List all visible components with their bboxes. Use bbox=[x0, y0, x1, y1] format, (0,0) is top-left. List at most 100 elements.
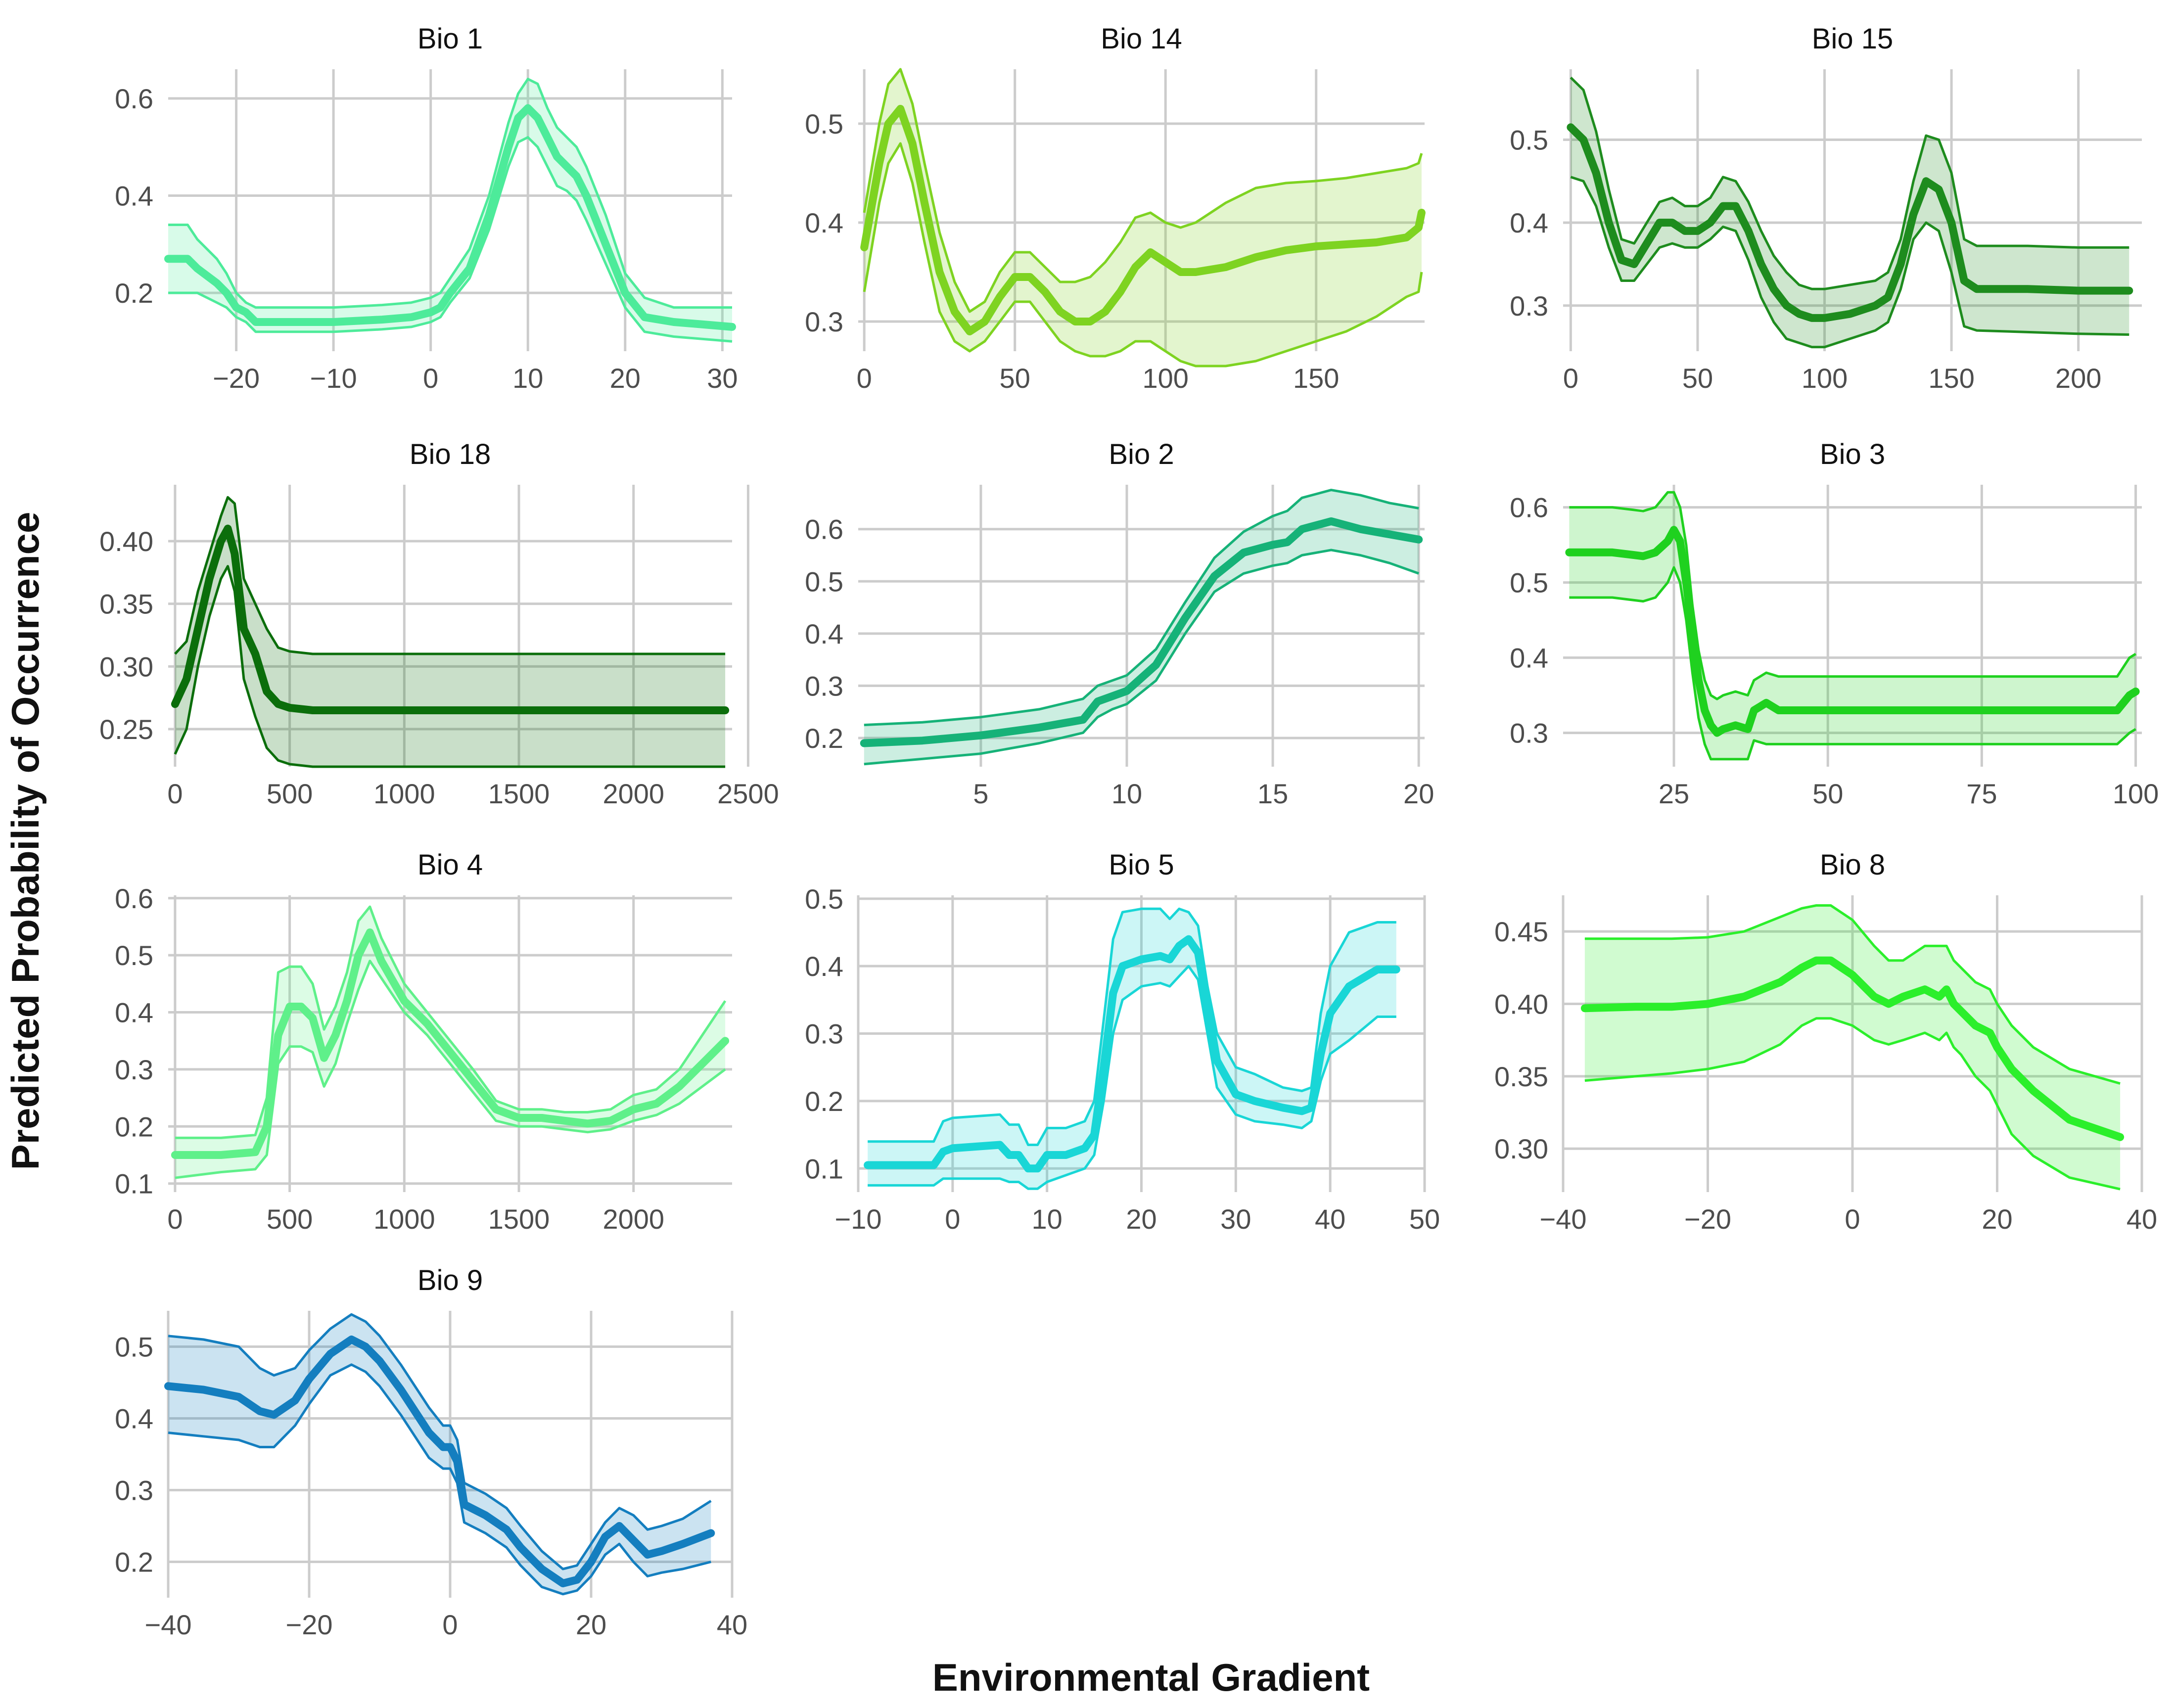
x-tick-label: −10 bbox=[310, 363, 357, 394]
y-tick-label: 0.35 bbox=[1494, 1061, 1548, 1092]
x-tick-label: −20 bbox=[1684, 1203, 1731, 1235]
mean-response-line bbox=[171, 928, 730, 1159]
x-tick-label: −40 bbox=[145, 1609, 192, 1640]
x-tick-label: 0 bbox=[442, 1609, 458, 1640]
panel-title: Bio 5 bbox=[1109, 849, 1174, 881]
y-tick-label: 0.6 bbox=[115, 83, 153, 114]
y-tick-label: 0.6 bbox=[805, 514, 843, 545]
x-tick-label: 50 bbox=[1812, 778, 1843, 809]
panel-8: −10 0 10 20 30 40 50 0.1 0.2 0.3 0.4 0.5 Bio 5 bbox=[805, 849, 1440, 1235]
y-tick-label: 0.3 bbox=[1510, 290, 1548, 322]
x-tick-label: 150 bbox=[1928, 363, 1974, 394]
x-tick-label: 0 bbox=[945, 1203, 960, 1235]
panel-9: −40 −20 0 20 40 0.30 0.35 0.40 0.45 Bio 8 bbox=[1494, 849, 2157, 1235]
y-tick-label: 0.2 bbox=[115, 277, 153, 309]
lower-bound-line bbox=[168, 1363, 711, 1596]
x-tick-label: 0 bbox=[167, 778, 183, 809]
upper-bound-line bbox=[863, 68, 1423, 313]
y-tick-label: 0.2 bbox=[115, 1111, 153, 1142]
panel-5: 5 10 15 20 0.2 0.3 0.4 0.5 0.6 Bio 2 bbox=[805, 438, 1434, 809]
y-tick-label: 0.2 bbox=[805, 723, 843, 754]
y-tick-label: 0.3 bbox=[115, 1475, 153, 1506]
x-tick-label: 20 bbox=[1403, 778, 1434, 809]
x-tick-label: 30 bbox=[707, 363, 738, 394]
y-tick-label: 0.5 bbox=[805, 566, 843, 597]
x-tick-label: 50 bbox=[1000, 363, 1030, 394]
panel-title: Bio 4 bbox=[417, 849, 483, 881]
y-tick-label: 0.5 bbox=[805, 108, 843, 139]
x-tick-label: 1000 bbox=[373, 778, 435, 809]
y-tick-label: 0.3 bbox=[115, 1054, 153, 1085]
x-tick-label: −40 bbox=[1540, 1203, 1587, 1235]
panel-3: 0 50 100 150 200 0.3 0.4 0.5 Bio 15 bbox=[1510, 23, 2142, 394]
y-tick-label: 0.4 bbox=[115, 181, 153, 212]
confidence-band bbox=[864, 490, 1419, 764]
y-tick-label: 0.4 bbox=[805, 207, 843, 238]
x-tick-label: 20 bbox=[1126, 1203, 1156, 1235]
upper-bound-line bbox=[175, 905, 727, 1139]
y-tick-label: 0.4 bbox=[115, 1403, 153, 1434]
panel-1: −20 −10 0 10 20 30 0.2 0.4 0.6 Bio 1 bbox=[115, 23, 738, 394]
x-tick-label: 100 bbox=[1143, 363, 1189, 394]
x-tick-label: 1500 bbox=[488, 1203, 550, 1235]
lower-bound-line bbox=[1569, 566, 2136, 761]
mean-response-line bbox=[864, 935, 1400, 1173]
panel-title: Bio 14 bbox=[1101, 23, 1182, 55]
confidence-band bbox=[1584, 905, 2121, 1190]
x-tick-label: 2000 bbox=[602, 1203, 664, 1235]
y-tick-label: 0.5 bbox=[1510, 125, 1548, 156]
y-tick-label: 0.40 bbox=[99, 526, 153, 557]
y-tick-label: 0.35 bbox=[99, 589, 153, 620]
y-tick-label: 0.4 bbox=[805, 951, 843, 982]
y-tick-label: 0.40 bbox=[1494, 989, 1548, 1020]
x-tick-label: 0 bbox=[423, 363, 438, 394]
y-axis-title: Predicted Probability of Occurrence bbox=[3, 512, 47, 1170]
panel-4: 0 500 1000 1500 2000 2500 0.25 0.30 0.35 0.40 Bio … bbox=[99, 438, 779, 809]
x-tick-label: 10 bbox=[512, 363, 543, 394]
x-tick-label: 0 bbox=[1563, 363, 1578, 394]
y-tick-label: 0.3 bbox=[805, 670, 843, 701]
y-tick-label: 0.4 bbox=[115, 997, 153, 1028]
y-tick-label: 0.25 bbox=[99, 714, 153, 745]
x-tick-label: 0 bbox=[1845, 1203, 1860, 1235]
y-tick-label: 0.5 bbox=[115, 940, 153, 971]
panel-title: Bio 1 bbox=[417, 23, 483, 55]
x-tick-label: 5 bbox=[973, 778, 988, 809]
panel-title: Bio 3 bbox=[1820, 438, 1885, 470]
mean-response-line bbox=[164, 104, 736, 331]
confidence-band bbox=[1569, 492, 2136, 759]
x-tick-label: −20 bbox=[213, 363, 260, 394]
mean-response-line bbox=[1567, 123, 2133, 322]
x-tick-label: 200 bbox=[2055, 363, 2101, 394]
mean-response-line bbox=[860, 517, 1423, 747]
confidence-band bbox=[1571, 77, 2129, 347]
panel-6: 25 50 75 100 0.3 0.4 0.5 0.6 Bio 3 bbox=[1510, 438, 2159, 809]
lower-bound-line bbox=[864, 549, 1420, 766]
y-tick-label: 0.4 bbox=[1510, 643, 1548, 674]
upper-bound-line bbox=[1570, 77, 2129, 290]
panel-title: Bio 2 bbox=[1109, 438, 1174, 470]
x-tick-label: 40 bbox=[717, 1609, 747, 1640]
x-tick-label: 500 bbox=[267, 1203, 313, 1235]
x-tick-label: 20 bbox=[610, 363, 641, 394]
upper-bound-line bbox=[868, 907, 1396, 1146]
x-tick-label: 1500 bbox=[488, 778, 550, 809]
x-tick-label: 500 bbox=[267, 778, 313, 809]
lower-bound-line bbox=[868, 965, 1396, 1190]
confidence-band bbox=[868, 909, 1396, 1189]
upper-bound-line bbox=[864, 489, 1419, 727]
x-tick-label: 75 bbox=[1966, 778, 1997, 809]
panel-title: Bio 15 bbox=[1812, 23, 1893, 55]
y-tick-label: 0.5 bbox=[1510, 567, 1548, 599]
x-tick-label: 25 bbox=[1659, 778, 1689, 809]
lower-bound-line bbox=[168, 136, 733, 343]
y-tick-label: 0.30 bbox=[99, 651, 153, 682]
x-tick-label: 0 bbox=[167, 1203, 183, 1235]
upper-bound-line bbox=[174, 496, 726, 655]
y-tick-label: 0.3 bbox=[805, 1018, 843, 1050]
x-tick-label: 100 bbox=[2113, 778, 2159, 809]
y-tick-label: 0.45 bbox=[1494, 916, 1548, 947]
x-tick-label: 20 bbox=[576, 1609, 606, 1640]
x-tick-label: 20 bbox=[1982, 1203, 2012, 1235]
